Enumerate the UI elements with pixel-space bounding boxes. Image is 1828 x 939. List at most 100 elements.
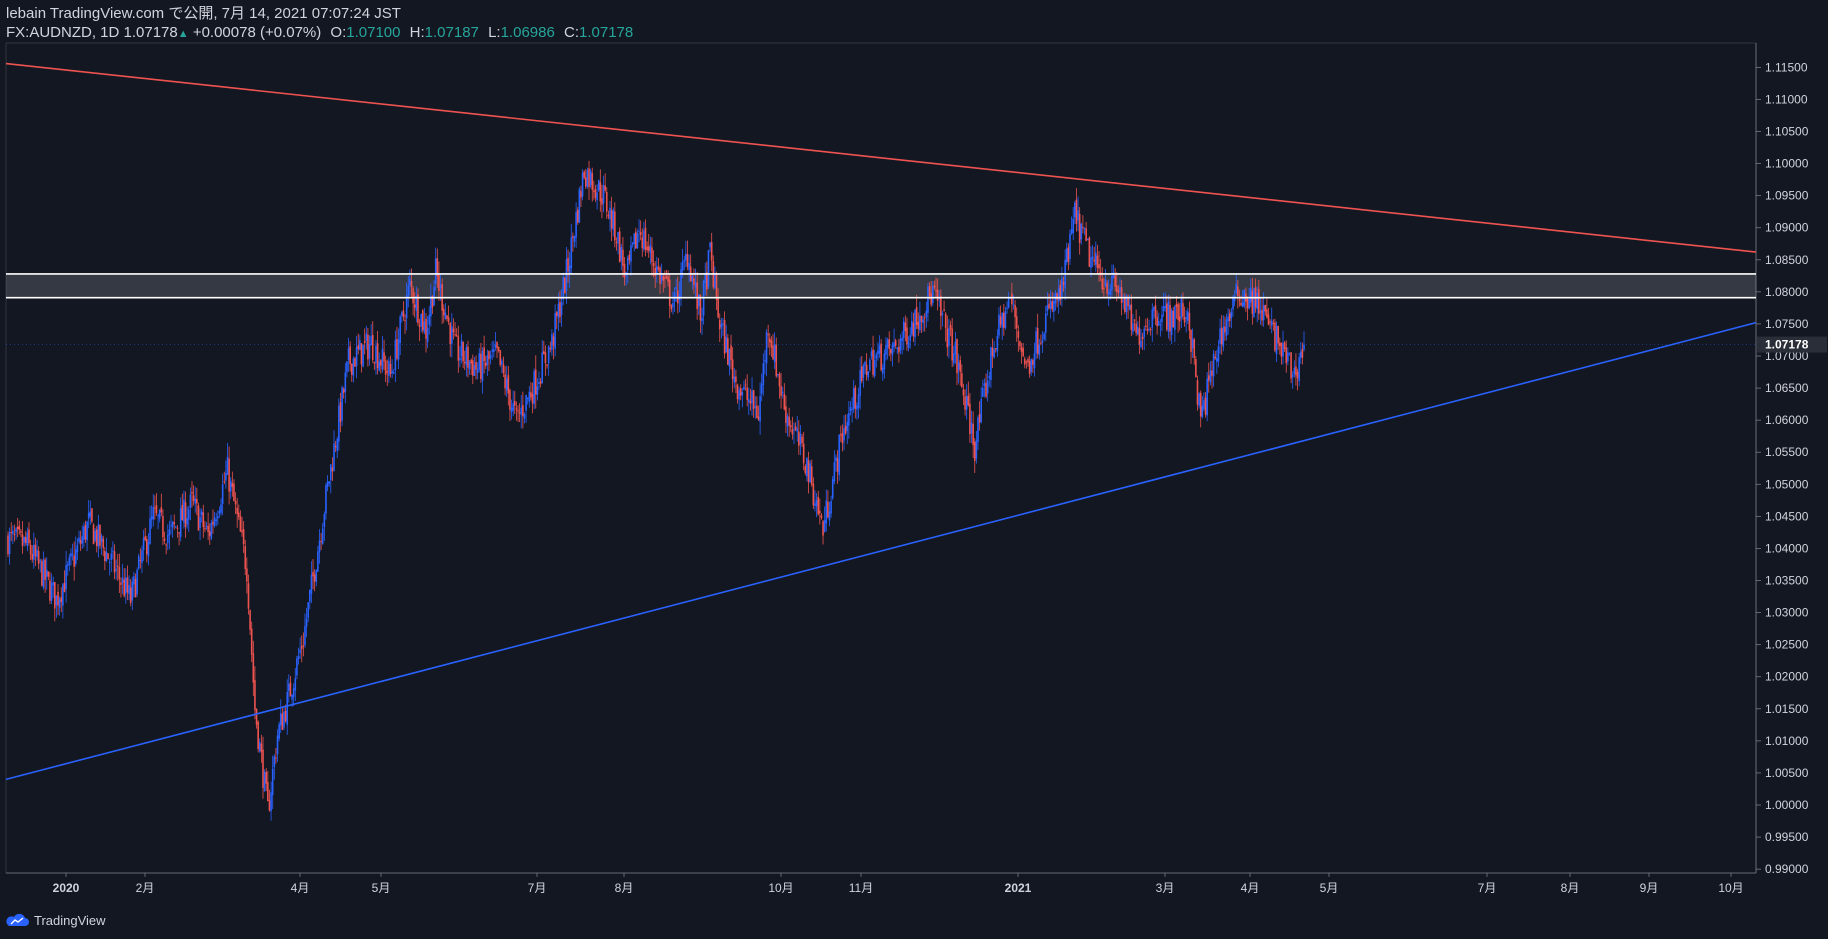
candle-body: [325, 485, 327, 514]
price-tick-label: 1.10500: [1765, 125, 1809, 139]
candle-body: [727, 338, 729, 365]
candle-body: [793, 429, 795, 431]
candle-body: [497, 346, 500, 351]
candle-body: [906, 327, 908, 345]
price-tick-label: 1.02500: [1765, 638, 1809, 652]
candle-body: [656, 266, 658, 274]
candle-body: [1114, 275, 1116, 287]
candle-body: [16, 527, 19, 529]
candle-body: [644, 227, 647, 251]
candle-body: [310, 574, 313, 594]
price-tick-label: 1.10000: [1765, 157, 1809, 171]
price-tick-label: 1.01000: [1765, 734, 1809, 748]
resistance-trendline[interactable]: [5, 62, 1757, 253]
candle-body: [15, 528, 17, 533]
candle-body: [941, 313, 944, 315]
candle-body: [349, 346, 351, 365]
candle-body: [1274, 322, 1276, 351]
candle-body: [870, 351, 873, 357]
candle-body: [1182, 303, 1184, 317]
candle-body: [1140, 340, 1142, 348]
candle-body: [57, 591, 59, 606]
candle-body: [313, 574, 316, 582]
candle-body: [972, 423, 974, 446]
candle-body: [475, 361, 477, 370]
candle-body: [258, 742, 261, 752]
candle-body: [1154, 305, 1157, 318]
candle-body: [1164, 305, 1167, 308]
candle-body: [354, 358, 356, 367]
candle-body: [1122, 300, 1125, 302]
candle-body: [42, 560, 45, 588]
candle-body: [854, 387, 857, 409]
candle-body: [1020, 346, 1023, 352]
symbol-label[interactable]: FX:AUDNZD, 1D: [6, 24, 120, 41]
candle-body: [162, 516, 164, 538]
candle-body: [1132, 323, 1134, 333]
candle-body: [184, 502, 187, 528]
candle-body: [483, 347, 485, 362]
candle-body: [807, 460, 810, 483]
candle-body: [1067, 247, 1070, 262]
candle-body: [426, 327, 429, 343]
candle-body: [869, 359, 871, 371]
candle-body: [28, 529, 30, 544]
candle-body: [789, 425, 792, 428]
candle-body: [147, 541, 150, 557]
support-trendline[interactable]: [5, 321, 1757, 781]
candle-body: [299, 649, 301, 654]
candle-body: [1038, 344, 1041, 356]
candle-body: [45, 569, 48, 577]
candle-body: [1148, 328, 1150, 330]
candle-body: [439, 284, 442, 289]
candle-body: [1157, 321, 1160, 326]
candle-body: [667, 276, 669, 283]
candle-body: [843, 428, 845, 441]
candle-body: [639, 232, 642, 236]
candle-body: [1051, 301, 1054, 310]
candle-body: [118, 567, 121, 580]
candle-body: [318, 540, 321, 553]
candle-body: [1291, 374, 1294, 377]
candle-body: [1170, 310, 1173, 336]
candle-body: [173, 522, 176, 525]
candle-body: [1083, 228, 1086, 230]
candle-body: [631, 243, 634, 245]
candle-body: [710, 242, 713, 261]
candle-body: [890, 348, 892, 354]
candle-body: [998, 314, 1000, 336]
candle-body: [1303, 344, 1305, 350]
candle-body: [528, 391, 531, 402]
candle-body: [522, 405, 524, 417]
candle-body: [1288, 352, 1291, 354]
candle-body: [404, 320, 406, 322]
candle-body: [79, 540, 82, 544]
candle-body: [320, 541, 322, 543]
candle-body: [961, 373, 963, 388]
price-tick-label: 1.08000: [1765, 285, 1809, 299]
candle-body: [788, 416, 790, 426]
candle-body: [265, 771, 268, 784]
candle-body: [1220, 328, 1223, 345]
candle-body: [664, 277, 666, 280]
candle-body: [1238, 299, 1241, 301]
candle-body: [1006, 308, 1008, 310]
candle-body: [859, 370, 861, 396]
candle-body: [1251, 290, 1254, 314]
candle-body: [100, 535, 103, 542]
candle-body: [39, 560, 42, 562]
candle-body: [499, 350, 502, 365]
candle-body: [492, 349, 495, 353]
candle-body: [347, 348, 350, 360]
candle-body: [229, 480, 232, 492]
candle-body: [1261, 309, 1263, 321]
candle-body: [760, 384, 763, 394]
candle-body: [367, 334, 369, 360]
candle-body: [480, 353, 482, 379]
candle-body: [179, 508, 182, 537]
candle-body: [778, 373, 781, 387]
candle-body: [978, 413, 981, 423]
candle-body: [418, 325, 421, 328]
candle-body: [652, 263, 655, 267]
